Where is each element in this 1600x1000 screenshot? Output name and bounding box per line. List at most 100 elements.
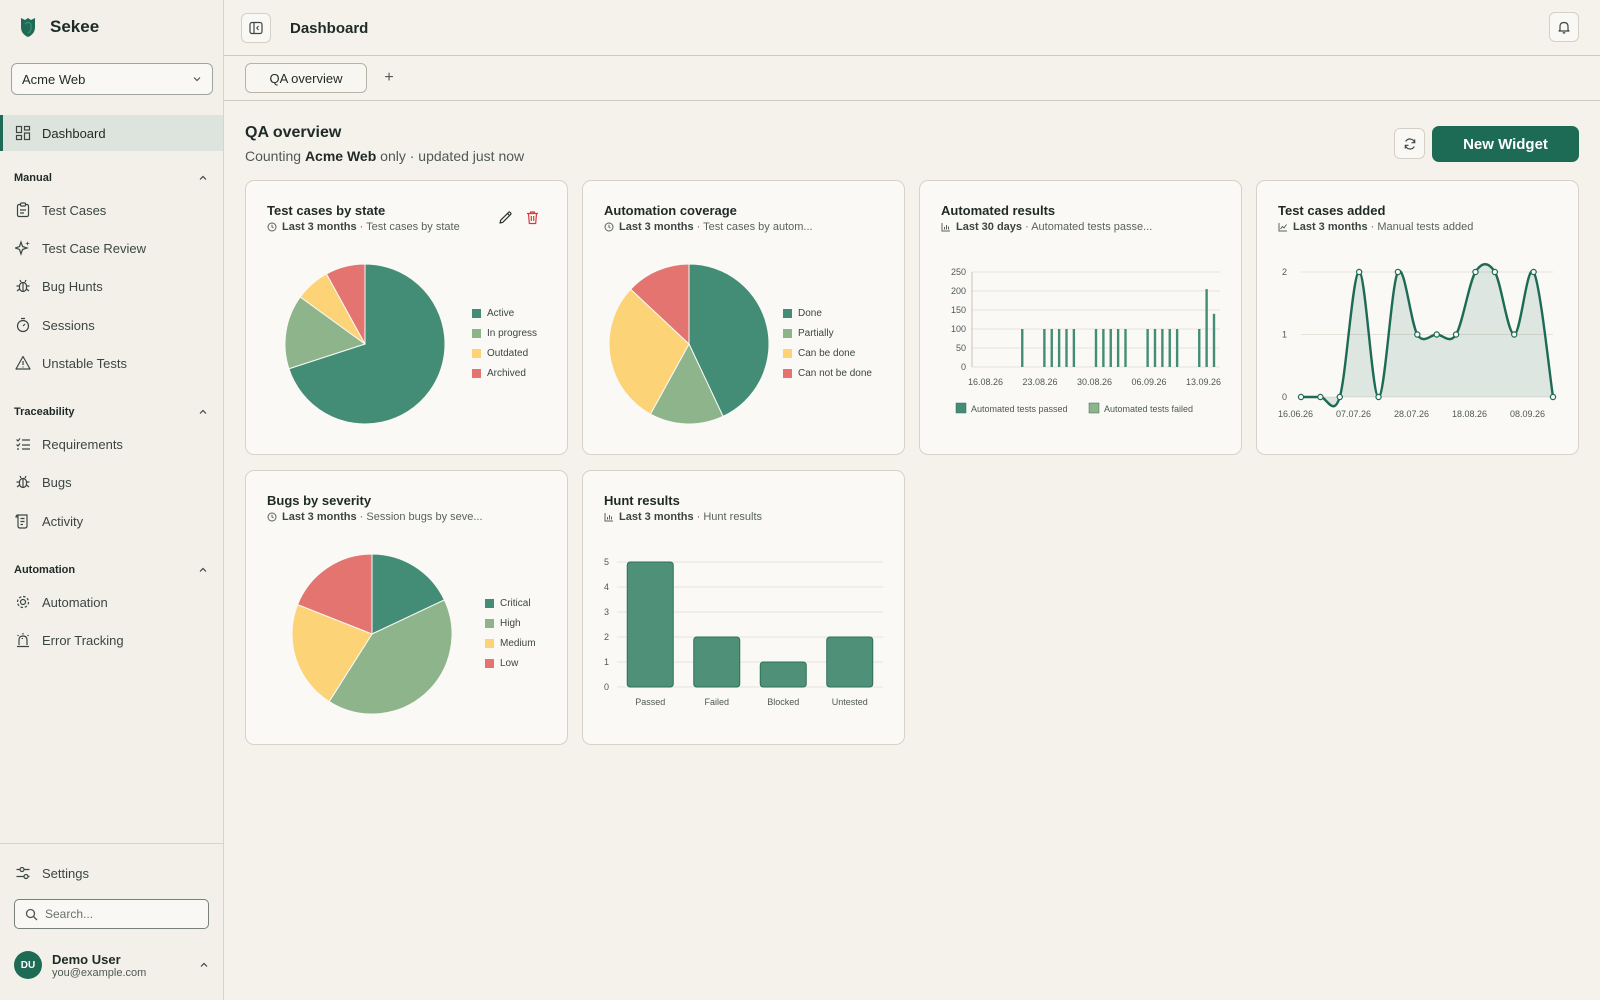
bar[interactable] bbox=[1168, 329, 1171, 367]
widget-bugs-by-severity[interactable]: Bugs by severity Last 3 months · Session… bbox=[245, 470, 568, 745]
sidebar-toggle-button[interactable] bbox=[241, 13, 271, 43]
legend-item[interactable]: Low bbox=[485, 653, 536, 673]
pie-slice-archived[interactable] bbox=[325, 263, 366, 345]
pie-slice-medium[interactable] bbox=[291, 603, 373, 703]
data-point[interactable] bbox=[1336, 393, 1343, 401]
widget-test-cases-by-state[interactable]: Test cases by state Last 3 months · Test… bbox=[245, 180, 568, 455]
data-point[interactable] bbox=[1433, 331, 1440, 338]
section-manual-toggle[interactable]: Manual bbox=[14, 172, 208, 184]
legend-item[interactable]: Can be done bbox=[783, 343, 872, 363]
pie-slice-active[interactable] bbox=[288, 263, 446, 425]
data-point[interactable] bbox=[1530, 268, 1537, 276]
widget-test-cases-added[interactable]: 0 1 2 16.06.26 07.07.26 28.07.26 18.08.26 08.09… bbox=[1256, 180, 1579, 455]
sidebar-search[interactable] bbox=[14, 899, 209, 929]
y-tick-label: 200 bbox=[951, 286, 966, 296]
sidebar-item-sessions[interactable]: Sessions bbox=[0, 307, 223, 343]
legend-item[interactable]: Active bbox=[472, 303, 537, 323]
legend-label: Low bbox=[500, 657, 519, 669]
bar[interactable] bbox=[1021, 329, 1024, 367]
data-point[interactable] bbox=[1394, 268, 1402, 276]
legend-item[interactable]: Partially bbox=[783, 323, 872, 343]
widget-automated-results[interactable]: 0 50 100 150 200 250 16.08.26 23.08.26 30.08.26 0… bbox=[919, 180, 1242, 455]
sidebar-item-error-tracking[interactable]: Error Tracking bbox=[0, 622, 223, 658]
data-point[interactable] bbox=[1375, 393, 1382, 401]
bar[interactable] bbox=[1116, 329, 1120, 367]
legend-item[interactable]: Outdated bbox=[472, 343, 537, 363]
legend-label[interactable]: Automated tests passed bbox=[971, 404, 1068, 414]
pie-slice-can-not-be-done[interactable] bbox=[629, 263, 690, 346]
y-tick-label: 0 bbox=[1282, 392, 1287, 402]
bar[interactable] bbox=[1146, 329, 1149, 367]
sidebar-item-bugs[interactable]: Bugs bbox=[0, 464, 223, 500]
bar[interactable] bbox=[1057, 329, 1061, 367]
data-point[interactable] bbox=[1355, 268, 1363, 276]
bar[interactable] bbox=[1050, 329, 1053, 367]
pie-slice-high[interactable] bbox=[328, 599, 453, 715]
pie-slice-low[interactable] bbox=[296, 553, 373, 635]
bar[interactable] bbox=[1205, 289, 1208, 367]
sidebar-item-dashboard[interactable]: Dashboard bbox=[0, 115, 223, 151]
bar[interactable] bbox=[1102, 329, 1105, 367]
data-point[interactable] bbox=[1414, 331, 1421, 338]
sidebar-item-settings[interactable]: Settings bbox=[0, 855, 223, 891]
bar-untested[interactable] bbox=[826, 636, 874, 688]
legend-item[interactable]: In progress bbox=[472, 323, 537, 343]
bar[interactable] bbox=[1043, 329, 1046, 367]
data-point[interactable] bbox=[1491, 268, 1499, 276]
pencil-icon[interactable] bbox=[498, 210, 513, 225]
bar[interactable] bbox=[1175, 329, 1179, 367]
data-point[interactable] bbox=[1297, 393, 1305, 401]
widget-hunt-results[interactable]: 0 1 2 3 4 5 Passed Failed Blocked Untested Hunt r… bbox=[582, 470, 905, 745]
legend-item[interactable]: High bbox=[485, 613, 536, 633]
bar-blocked[interactable] bbox=[759, 661, 807, 688]
data-point[interactable] bbox=[1452, 331, 1460, 338]
section-traceability-toggle[interactable]: Traceability bbox=[14, 406, 208, 418]
brand[interactable]: Sekee bbox=[20, 16, 99, 38]
search-input[interactable] bbox=[45, 907, 195, 921]
sidebar-item-test-cases[interactable]: Test Cases bbox=[0, 192, 223, 228]
data-point[interactable] bbox=[1549, 393, 1557, 401]
legend-item[interactable]: Medium bbox=[485, 633, 536, 653]
bar[interactable] bbox=[1212, 313, 1216, 367]
user-menu[interactable]: DU Demo User you@example.com bbox=[14, 947, 209, 983]
bar[interactable] bbox=[1072, 329, 1076, 367]
trash-icon[interactable] bbox=[525, 210, 540, 225]
refresh-button[interactable] bbox=[1394, 128, 1425, 159]
bar-failed[interactable] bbox=[693, 636, 741, 688]
add-tab-button[interactable]: + bbox=[384, 69, 394, 86]
bar[interactable] bbox=[1065, 329, 1068, 367]
sidebar-item-test-case-review[interactable]: Test Case Review bbox=[0, 230, 223, 266]
bar[interactable] bbox=[1153, 329, 1157, 367]
bar[interactable] bbox=[1198, 329, 1201, 367]
new-widget-button[interactable]: New Widget bbox=[1432, 126, 1579, 162]
data-point[interactable] bbox=[1317, 393, 1324, 401]
legend-item[interactable]: Done bbox=[783, 303, 872, 323]
pie-slice-done[interactable] bbox=[688, 263, 770, 418]
pie-slice-critical[interactable] bbox=[371, 553, 446, 635]
bar[interactable] bbox=[1161, 329, 1164, 367]
sidebar-item-requirements[interactable]: Requirements bbox=[0, 426, 223, 462]
sidebar-item-activity[interactable]: Activity bbox=[0, 503, 223, 539]
app-name: Sekee bbox=[50, 17, 100, 36]
pie-slice-can-be-done[interactable] bbox=[608, 288, 690, 415]
data-point[interactable] bbox=[1472, 268, 1479, 276]
sidebar-item-automation[interactable]: Automation bbox=[0, 584, 223, 620]
legend-item[interactable]: Archived bbox=[472, 363, 537, 383]
bar[interactable] bbox=[1124, 329, 1127, 367]
section-automation-toggle[interactable]: Automation bbox=[14, 564, 208, 576]
legend-item[interactable]: Critical bbox=[485, 593, 536, 613]
sidebar-item-bug-hunts[interactable]: Bug Hunts bbox=[0, 268, 223, 304]
pie-slice-partially[interactable] bbox=[649, 342, 724, 425]
legend-label[interactable]: Automated tests failed bbox=[1104, 404, 1193, 414]
notifications-button[interactable] bbox=[1549, 12, 1579, 42]
tab-qa-overview[interactable]: QA overview bbox=[245, 63, 367, 93]
data-point[interactable] bbox=[1511, 331, 1518, 338]
widget-automation-coverage[interactable]: Automation coverage Last 3 months · Test… bbox=[582, 180, 905, 455]
sidebar-item-unstable-tests[interactable]: Unstable Tests bbox=[0, 345, 223, 381]
bar-passed[interactable] bbox=[626, 561, 674, 688]
project-select[interactable]: Acme Web bbox=[11, 63, 213, 95]
bar[interactable] bbox=[1094, 329, 1098, 367]
legend-item[interactable]: Can not be done bbox=[783, 363, 872, 383]
pie-slice-in-progress[interactable] bbox=[284, 296, 367, 370]
bar[interactable] bbox=[1109, 329, 1112, 367]
